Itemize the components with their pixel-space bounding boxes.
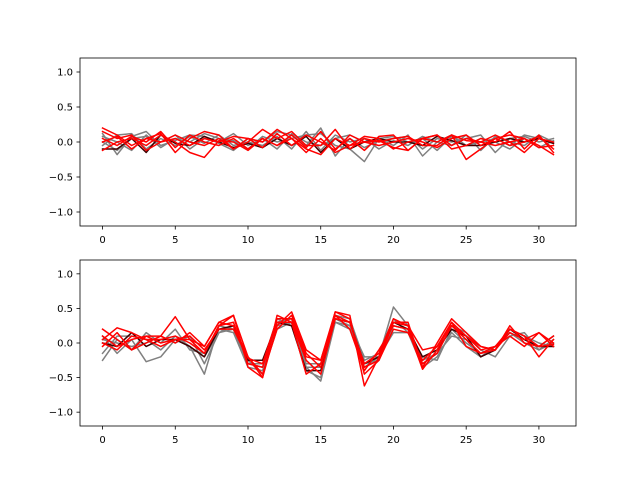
y-tick-label: −0.5 (49, 173, 73, 184)
subplots: 0 5 10 15 20 25 30 −1.0 −0.5 0.0 0.5 1.0 0 5 10 15 20 25 3… (49, 57, 577, 446)
x-tick-label: 25 (460, 435, 473, 446)
x-tick-label: 20 (387, 235, 400, 246)
y-tick-label: 0.0 (57, 138, 73, 149)
x-tick-label: 10 (242, 435, 255, 446)
y-tick-label: 0.0 (57, 339, 73, 350)
series-line-10 (101, 318, 555, 375)
series-line-10 (101, 134, 555, 159)
subplot-1: 0 5 10 15 20 25 30 −1.0 −0.5 0.0 0.5 1.0 (49, 57, 577, 246)
series-group (101, 126, 555, 163)
y-tick-label: 1.0 (57, 269, 73, 280)
y-tick-label: −0.5 (49, 373, 73, 384)
series-line-8 (101, 314, 555, 375)
x-tick-label: 5 (172, 235, 178, 246)
x-tick-label: 30 (533, 435, 546, 446)
x-tick-label: 0 (99, 235, 105, 246)
y-tick-label: 0.5 (57, 304, 73, 315)
y-tick-label: 0.5 (57, 103, 73, 114)
y-tick-label: −1.0 (49, 408, 73, 419)
x-tick-label: 25 (460, 235, 473, 246)
y-tick-label: 1.0 (57, 68, 73, 79)
x-tick-label: 20 (387, 435, 400, 446)
x-tick-label: 10 (242, 235, 255, 246)
x-tick-label: 30 (533, 235, 546, 246)
x-tick-label: 15 (314, 435, 327, 446)
x-tick-label: 5 (172, 435, 178, 446)
y-tick-label: −1.0 (49, 208, 73, 219)
x-tick-label: 15 (314, 235, 327, 246)
series-group (101, 306, 555, 387)
subplot-2: 0 5 10 15 20 25 30 −1.0 −0.5 0.0 0.5 1.0 (49, 259, 577, 446)
x-tick-label: 0 (99, 435, 105, 446)
series-line-7 (101, 128, 555, 161)
